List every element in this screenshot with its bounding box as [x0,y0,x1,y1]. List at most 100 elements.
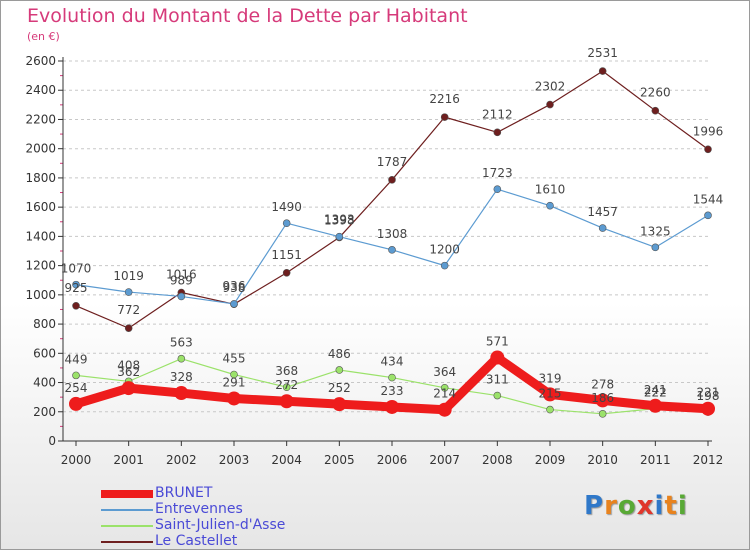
x-tick-label: 2008 [482,453,513,467]
data-point [543,387,557,402]
data-label: 2531 [587,46,618,60]
x-tick-label: 2011 [640,453,671,467]
data-point [598,410,607,418]
data-point [177,354,186,363]
data-point [230,370,238,379]
data-point [598,224,607,232]
data-label: 449 [65,352,88,366]
data-point [282,268,291,277]
data-point [230,300,238,308]
y-tick-label: 400 [33,376,56,390]
x-tick-label: 2009 [535,453,566,467]
data-point [72,371,80,380]
x-tick-label: 2005 [324,453,355,467]
data-point [546,405,554,414]
series-line-le-castellet [75,70,709,329]
data-point [388,373,396,382]
data-point [282,219,291,228]
data-point [69,396,83,411]
data-label: 233 [381,384,404,398]
x-tick-label: 2002 [166,453,197,467]
data-label: 2302 [535,80,566,94]
logo-letter: x [636,491,655,521]
data-point [332,397,347,412]
data-label: 1393 [324,212,355,226]
legend-label: Le Castellet [155,533,238,549]
proxiti-logo: Proxiti [584,491,688,521]
logo-letter: P [584,491,605,521]
data-label: 1723 [482,166,513,180]
data-point [651,106,660,115]
data-point [437,402,452,417]
data-point [648,398,663,413]
data-label: 214 [433,387,456,401]
logo-letter: r [604,491,618,521]
data-point [490,350,505,365]
data-label: 1490 [271,200,302,214]
data-label: 2260 [640,86,671,100]
data-label: 198 [697,389,720,403]
data-label: 455 [223,352,246,366]
data-point [279,394,294,409]
data-label: 186 [591,391,614,405]
data-label: 1151 [271,248,302,262]
data-point [546,100,554,109]
data-point [493,391,502,400]
x-tick-label: 2004 [271,453,302,467]
chart-title: Evolution du Montant de la Dette par Hab… [27,5,468,27]
x-tick-label: 2000 [61,453,92,467]
data-label: 1325 [640,224,671,238]
data-label: 254 [65,381,88,395]
data-label: 362 [117,365,140,379]
data-point [335,366,344,374]
y-tick-label: 2000 [25,142,56,156]
logo-letter: t [664,491,678,521]
data-point [385,399,399,414]
data-label: 571 [486,335,509,349]
data-point [493,128,502,137]
data-label: 1398 [324,214,355,228]
data-label: 241 [644,383,667,397]
y-tick-label: 2200 [25,112,56,126]
data-point [598,67,607,75]
data-label: 1787 [377,155,408,169]
data-label: 222 [644,386,667,400]
data-label: 772 [117,303,140,317]
data-label: 272 [275,378,298,392]
y-tick-label: 600 [33,346,56,360]
data-point [177,292,186,301]
x-tick-label: 2007 [429,453,460,467]
y-tick-label: 1000 [25,288,56,302]
y-tick-label: 1600 [25,200,56,214]
data-label: 328 [170,370,193,384]
data-point [440,261,449,270]
data-point [335,232,344,241]
legend-swatch [101,509,153,511]
data-label: 1544 [693,192,724,206]
y-tick-label: 0 [48,434,56,448]
x-tick-label: 2012 [693,453,724,467]
data-label: 319 [539,371,562,385]
data-label: 1457 [587,205,618,219]
data-label: 434 [381,355,404,369]
x-tick-label: 2010 [587,453,618,467]
data-label: 278 [591,377,614,391]
data-label: 291 [223,375,246,389]
y-tick-label: 2400 [25,83,56,97]
data-point [546,201,554,210]
y-tick-label: 1400 [25,229,56,243]
data-label: 2112 [482,107,513,121]
x-tick-label: 2001 [113,453,144,467]
legend-swatch [101,541,153,543]
data-label: 936 [223,279,246,293]
data-point [124,288,133,296]
data-label: 1070 [61,262,92,276]
data-point [595,393,610,408]
legend-swatch [101,525,153,527]
data-point [388,246,396,254]
data-label: 364 [433,365,456,379]
data-label: 2216 [429,92,460,106]
y-tick-label: 1200 [25,259,56,273]
legend-label: BRUNET [155,485,213,501]
data-point [704,211,712,220]
